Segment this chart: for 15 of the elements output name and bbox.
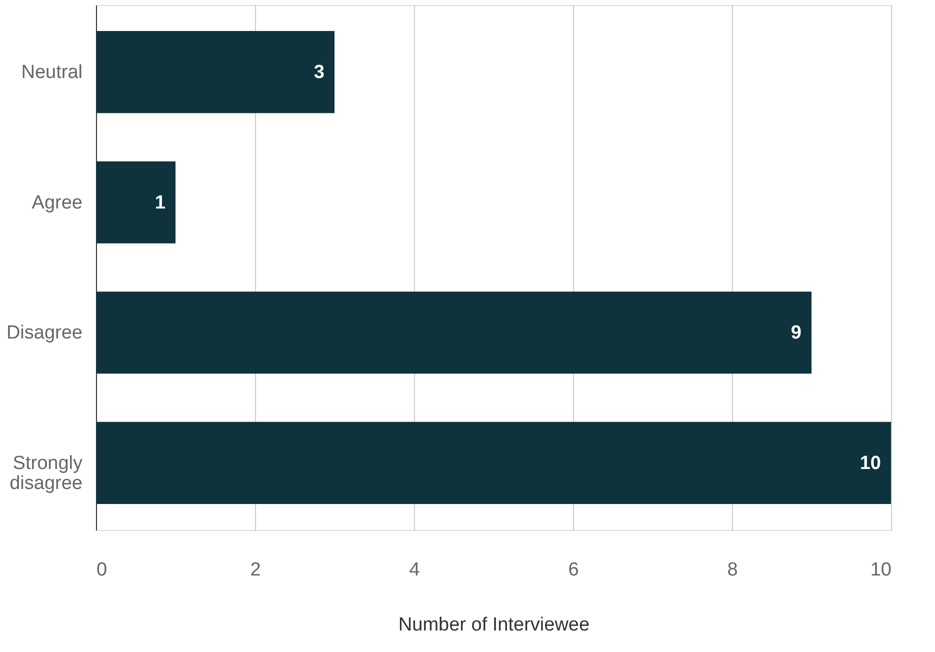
data-label: 1 — [154, 192, 166, 214]
x-tick-label: 4 — [409, 560, 420, 580]
data-label: 10 — [860, 452, 881, 474]
x-tick-label: 8 — [727, 560, 738, 580]
x-tick-label: 0 — [96, 560, 108, 580]
x-tick-label: 2 — [250, 560, 261, 580]
data-label: 9 — [790, 322, 802, 344]
y-tick-label: Neutral — [21, 62, 82, 84]
y-tick-label: Agree — [32, 192, 82, 214]
x-tick-label: 6 — [568, 560, 579, 580]
data-label: 3 — [314, 62, 324, 84]
x-axis-title: Number of Interviewee — [398, 614, 590, 636]
y-tick-label: Strongly disagree — [10, 452, 83, 494]
y-tick-label: Disagree — [6, 322, 82, 344]
x-tick-label: 10 — [870, 560, 892, 580]
